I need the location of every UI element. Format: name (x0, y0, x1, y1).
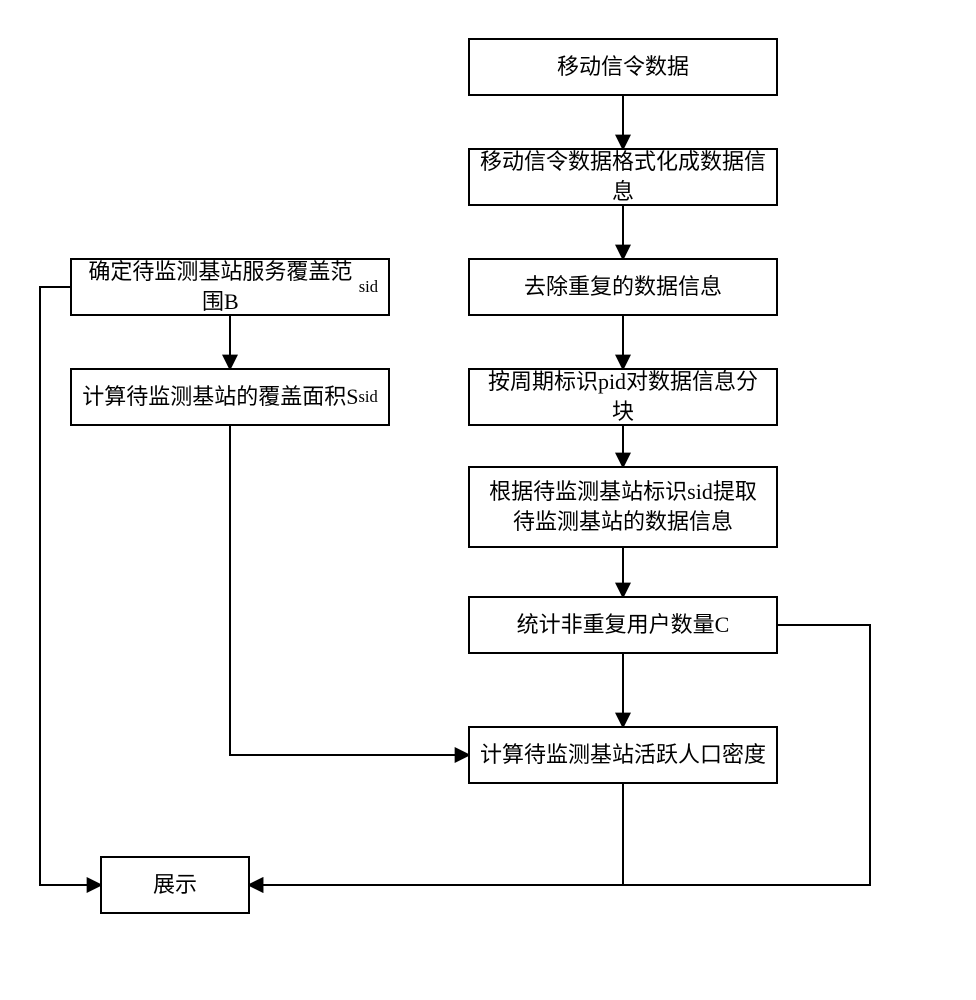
flowchart-edge (230, 426, 468, 755)
flowchart-node-r1: 移动信令数据 (468, 38, 778, 96)
flowchart-node-r3: 去除重复的数据信息 (468, 258, 778, 316)
flowchart-node-r5: 根据待监测基站标识sid提取待监测基站的数据信息 (468, 466, 778, 548)
flowchart-node-r7: 计算待监测基站活跃人口密度 (468, 726, 778, 784)
flowchart-node-l1: 确定待监测基站服务覆盖范围Bsid (70, 258, 390, 316)
flowchart-node-r4: 按周期标识pid对数据信息分块 (468, 368, 778, 426)
flowchart-node-disp: 展示 (100, 856, 250, 914)
flowchart-node-r6: 统计非重复用户数量C (468, 596, 778, 654)
flowchart-node-l2: 计算待监测基站的覆盖面积Ssid (70, 368, 390, 426)
flowchart-edge (250, 784, 623, 885)
flowchart-node-r2: 移动信令数据格式化成数据信息 (468, 148, 778, 206)
